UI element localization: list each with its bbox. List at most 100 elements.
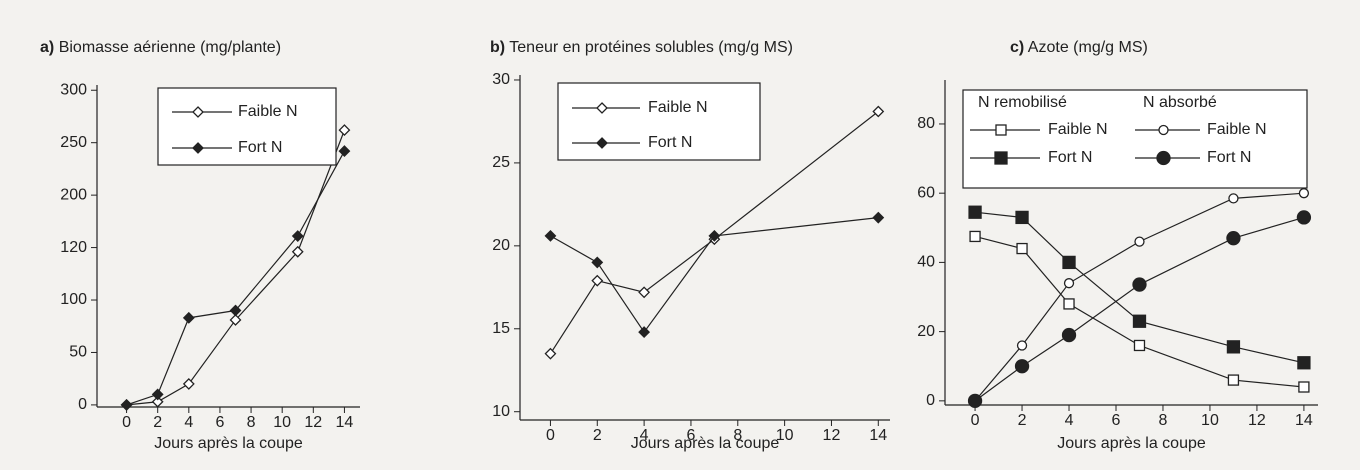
x-tick-label: 6 (686, 427, 695, 444)
marker (544, 229, 557, 242)
legend-label: Fort N (238, 139, 282, 156)
marker (994, 151, 1008, 165)
marker (192, 142, 204, 154)
x-tick-label: 4 (1065, 412, 1074, 429)
x-tick-label: 0 (971, 412, 980, 429)
marker (872, 211, 885, 224)
panel-label: c) (1010, 39, 1024, 56)
marker (1226, 231, 1241, 246)
marker (1132, 277, 1147, 292)
marker (1133, 339, 1146, 352)
chart-title: b) Teneur en protéines solubles (mg/g MS… (490, 39, 793, 56)
y-tick-label: 15 (492, 320, 510, 337)
marker (591, 256, 604, 269)
x-tick-label: 12 (304, 414, 322, 431)
marker (1297, 356, 1311, 370)
marker (969, 230, 981, 243)
marker (596, 137, 608, 149)
legend-title: N remobilisé (978, 94, 1067, 111)
legend-label: Fort N (1207, 149, 1251, 166)
marker (1226, 340, 1241, 354)
y-tick-label: 250 (60, 134, 87, 151)
legend-label: Faible N (238, 103, 298, 120)
marker (338, 145, 351, 157)
x-axis-title: Jours après la coupe (631, 435, 780, 452)
y-tick-label: 80 (917, 115, 935, 132)
marker (968, 205, 982, 219)
x-axis-title: Jours après la coupe (154, 435, 303, 452)
marker (967, 393, 983, 408)
series-line (974, 192, 1304, 402)
x-tick-label: 0 (546, 427, 555, 444)
y-tick-label: 200 (60, 186, 87, 203)
x-tick-label: 14 (869, 427, 887, 444)
marker (182, 311, 195, 324)
marker (1134, 236, 1145, 247)
x-tick-label: 8 (1159, 412, 1168, 429)
marker (995, 124, 1007, 136)
legend-box (557, 82, 761, 161)
marker (1063, 278, 1075, 289)
marker (1298, 188, 1310, 199)
marker (1228, 193, 1239, 204)
y-tick-label: 25 (492, 154, 510, 171)
title-text: Teneur en protéines solubles (mg/g MS) (509, 39, 793, 56)
x-tick-label: 10 (776, 427, 794, 444)
x-axis-title: Jours après la coupe (1057, 435, 1206, 452)
x-tick-label: 14 (1295, 412, 1313, 429)
panel-label: a) (40, 39, 54, 56)
marker (1296, 210, 1312, 225)
x-tick-label: 12 (823, 427, 841, 444)
title-text: Azote (mg/g MS) (1028, 39, 1148, 56)
marker (638, 326, 651, 339)
chart-title: a) Biomasse aérienne (mg/plante) (40, 39, 281, 56)
y-tick-label: 0 (926, 392, 935, 409)
series-line (974, 235, 1304, 388)
marker (1061, 327, 1077, 343)
marker (229, 314, 242, 326)
legend-label: Faible N (648, 99, 708, 116)
marker (872, 105, 885, 118)
legend-box (962, 89, 1308, 189)
marker (338, 124, 351, 137)
x-tick-label: 2 (593, 427, 602, 444)
y-tick-label: 20 (917, 323, 935, 340)
marker (229, 304, 242, 317)
marker (291, 245, 304, 258)
y-tick-label: 30 (492, 71, 510, 88)
y-tick-label: 120 (60, 239, 87, 256)
x-tick-label: 8 (247, 414, 256, 431)
marker (1016, 242, 1028, 255)
x-tick-label: 6 (215, 414, 224, 431)
x-tick-label: 4 (184, 414, 193, 431)
x-tick-label: 14 (336, 414, 354, 431)
series-line (126, 150, 345, 406)
x-tick-label: 4 (640, 427, 649, 444)
x-tick-label: 6 (1112, 412, 1121, 429)
legend-label: Fort N (1048, 149, 1092, 166)
series-line (126, 129, 345, 406)
y-tick-label: 10 (492, 403, 510, 420)
series-line (974, 216, 1305, 402)
x-tick-label: 0 (122, 414, 131, 431)
marker (1298, 381, 1310, 393)
marker (120, 398, 133, 411)
marker (1156, 150, 1171, 166)
x-tick-label: 10 (1201, 412, 1219, 429)
x-tick-label: 2 (1018, 412, 1027, 429)
y-tick-label: 300 (60, 81, 87, 98)
y-tick-label: 50 (69, 344, 87, 361)
y-tick-label: 0 (78, 396, 87, 413)
y-tick-label: 20 (492, 237, 510, 254)
y-tick-label: 40 (917, 254, 935, 271)
marker (182, 378, 195, 390)
legend-label: Fort N (648, 134, 692, 151)
marker (1158, 124, 1169, 136)
marker (1015, 210, 1029, 225)
marker (1062, 255, 1076, 270)
marker (151, 388, 164, 401)
chart-title: c) Azote (mg/g MS) (1010, 39, 1148, 56)
legend-label: Faible N (1207, 121, 1267, 138)
